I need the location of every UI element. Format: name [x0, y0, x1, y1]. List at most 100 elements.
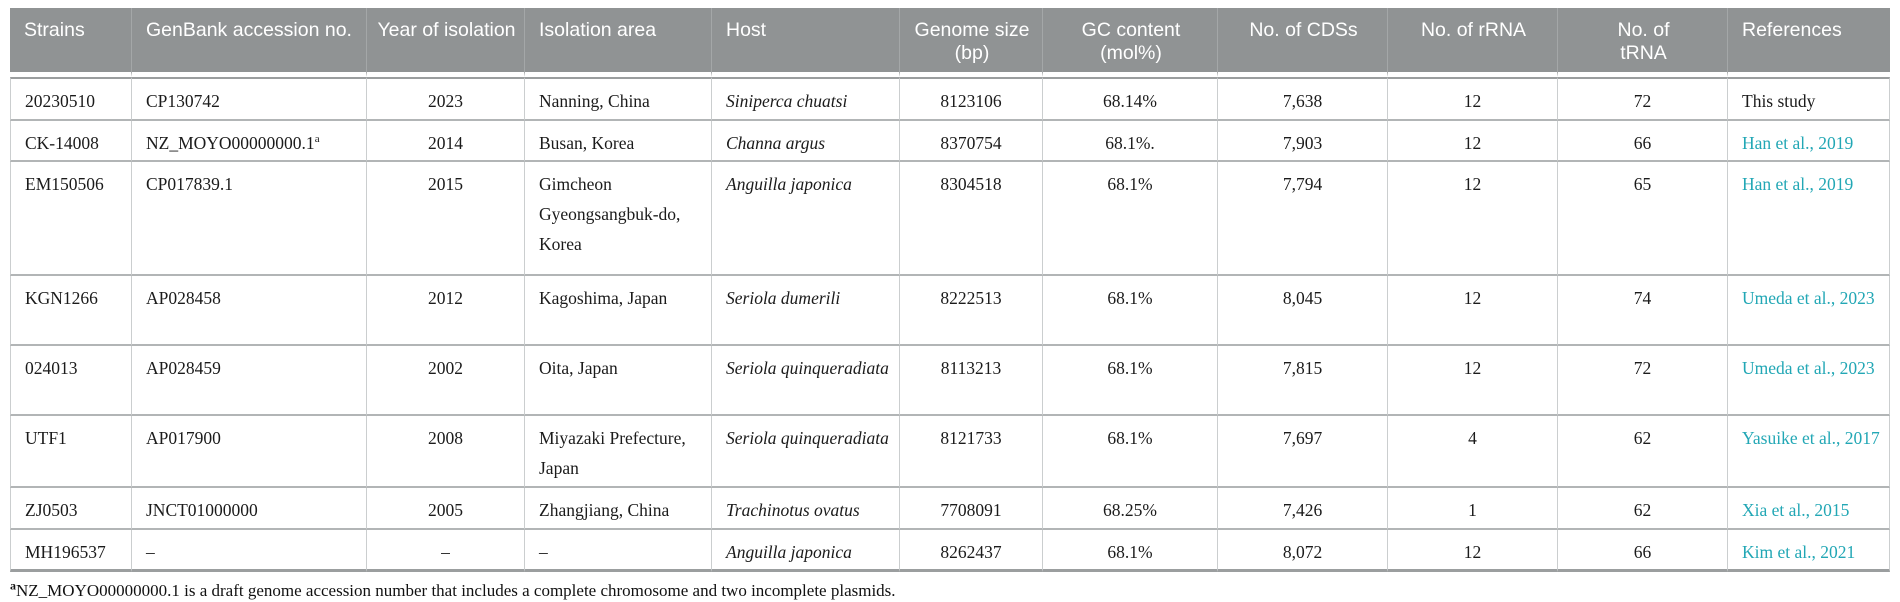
column-header-label: Isolation area — [539, 19, 657, 41]
cell-gc-content: 68.1% — [1043, 162, 1218, 277]
cell-isolation-area: Busan, Korea — [525, 120, 712, 163]
table-header-row: Strains GenBank accession no. Year of isol… — [10, 8, 1890, 77]
cell-isolation-area-value: Kagoshima, Japan — [539, 288, 668, 309]
cell-isolation-area-value: Gimcheon Gyeongsangbuk-do, Korea — [539, 174, 681, 254]
cell-accession: JNCT01000000 — [132, 487, 367, 530]
column-header-label: No. of tRNA — [1617, 19, 1670, 65]
cell-trna-count: 72 — [1558, 76, 1728, 121]
cell-gc-content: 68.1% — [1043, 529, 1218, 573]
cell-cds-count-value: 7,697 — [1282, 428, 1323, 449]
cell-trna-count-value: 62 — [1633, 499, 1652, 520]
cell-gc-content-value: 68.1% — [1107, 288, 1153, 309]
cell-host: Trachinotus ovatus — [712, 487, 900, 530]
cell-year-value: 2005 — [428, 499, 463, 520]
cell-genome-size-value: 8370754 — [940, 132, 1002, 153]
cell-gc-content: 68.1% — [1043, 346, 1218, 417]
reference-link[interactable]: Xia et al., 2015 — [1742, 499, 1850, 520]
cell-year: 2015 — [367, 162, 525, 277]
cell-rrna-count-value: 4 — [1468, 428, 1477, 449]
column-header-label: No. of rRNA — [1420, 19, 1527, 41]
cell-genome-size: 8123106 — [900, 76, 1043, 121]
cell-gc-content: 68.1% — [1043, 276, 1218, 347]
cell-gc-content: 68.14% — [1043, 76, 1218, 121]
cell-year: 2012 — [367, 276, 525, 347]
cell-gc-content-value: 68.14% — [1103, 90, 1157, 111]
cell-isolation-area: Gimcheon Gyeongsangbuk-do, Korea — [525, 162, 712, 277]
cell-host: Anguilla japonica — [712, 529, 900, 573]
column-header-host: Host — [712, 8, 900, 77]
cell-trna-count-value: 74 — [1633, 288, 1652, 309]
cell-genome-size: 8304518 — [900, 162, 1043, 277]
cell-rrna-count-value: 12 — [1463, 358, 1482, 379]
cell-accession-value: – — [146, 541, 155, 562]
column-header-label: GC content (mol%) — [1081, 19, 1181, 65]
cell-strain-value: ZJ0503 — [25, 499, 78, 520]
cell-strain: 20230510 — [10, 76, 132, 121]
column-header-label: Genome size (bp) — [914, 19, 1030, 65]
cell-year: 2002 — [367, 346, 525, 417]
cell-host: Channa argus — [712, 120, 900, 163]
cell-cds-count: 7,903 — [1218, 120, 1388, 163]
cell-year: 2008 — [367, 416, 525, 488]
cell-year: 2023 — [367, 76, 525, 121]
cell-rrna-count-value: 12 — [1463, 132, 1482, 153]
cell-strain: 024013 — [10, 346, 132, 417]
cell-isolation-area: Kagoshima, Japan — [525, 276, 712, 347]
cell-rrna-count-value: 12 — [1463, 541, 1482, 562]
cell-strain: ZJ0503 — [10, 487, 132, 530]
cell-accession-value: CP130742 — [146, 90, 220, 111]
cell-gc-content-value: 68.1% — [1107, 541, 1153, 562]
cell-gc-content: 68.1% — [1043, 416, 1218, 488]
cell-cds-count-value: 8,045 — [1282, 288, 1323, 309]
reference-link[interactable]: Umeda et al., 2023 — [1742, 288, 1875, 309]
cell-gc-content: 68.1%. — [1043, 120, 1218, 163]
cell-isolation-area-value: Miyazaki Prefecture, Japan — [539, 428, 686, 479]
cell-host: Anguilla japonica — [712, 162, 900, 277]
cell-strain-value: MH196537 — [25, 541, 106, 562]
cell-accession-value: AP017900 — [146, 428, 221, 449]
cell-cds-count-value: 7,815 — [1282, 358, 1323, 379]
host-species-name: Seriola quinqueradiata — [726, 428, 889, 449]
cell-trna-count-value: 66 — [1633, 541, 1652, 562]
cell-rrna-count-value: 1 — [1468, 499, 1477, 520]
cell-genome-size: 8370754 — [900, 120, 1043, 163]
cell-trna-count: 62 — [1558, 416, 1728, 488]
cell-strain-value: 024013 — [25, 358, 78, 379]
cell-reference: This study — [1728, 76, 1890, 121]
reference-link[interactable]: Kim et al., 2021 — [1742, 541, 1856, 562]
table-row: 024013 AP028459 2002 Oita, Japan Seriola qui… — [10, 346, 1890, 417]
host-species-name: Seriola quinqueradiata — [726, 358, 889, 379]
cell-strain: UTF1 — [10, 416, 132, 488]
cell-accession: – — [132, 529, 367, 573]
cell-cds-count: 7,638 — [1218, 76, 1388, 121]
reference-link[interactable]: Umeda et al., 2023 — [1742, 358, 1875, 379]
cell-isolation-area-value: Busan, Korea — [539, 132, 635, 153]
cell-cds-count-value: 7,903 — [1282, 132, 1323, 153]
cell-cds-count: 7,697 — [1218, 416, 1388, 488]
cell-strain-value: UTF1 — [25, 428, 67, 449]
cell-rrna-count-value: 12 — [1463, 90, 1482, 111]
cell-strain-value: CK-14008 — [25, 132, 99, 153]
cell-host: Seriola quinqueradiata — [712, 346, 900, 417]
reference-link[interactable]: Han et al., 2019 — [1742, 132, 1854, 153]
cell-trna-count-value: 72 — [1633, 90, 1652, 111]
reference-link[interactable]: Han et al., 2019 — [1742, 174, 1854, 195]
column-header-label: Strains — [24, 19, 85, 41]
column-header-genbank-accession-no: GenBank accession no. — [132, 8, 367, 77]
cell-rrna-count: 12 — [1388, 276, 1558, 347]
cell-cds-count: 7,815 — [1218, 346, 1388, 417]
cell-year-value: 2002 — [428, 358, 463, 379]
table-row: KGN1266 AP028458 2012 Kagoshima, Japan Serio… — [10, 276, 1890, 347]
cell-trna-count-value: 62 — [1633, 428, 1652, 449]
cell-reference: Han et al., 2019 — [1728, 120, 1890, 163]
reference-link[interactable]: Yasuike et al., 2017 — [1742, 428, 1880, 449]
cell-genome-size-value: 8304518 — [940, 174, 1002, 195]
cell-accession-value: NZ_MOYO00000000.1 — [146, 132, 315, 153]
cell-isolation-area: Oita, Japan — [525, 346, 712, 417]
cell-gc-content-value: 68.1% — [1107, 358, 1153, 379]
accession-footnote-marker: a — [314, 132, 320, 145]
cell-trna-count: 72 — [1558, 346, 1728, 417]
cell-year-value: 2008 — [428, 428, 463, 449]
cell-accession: AP028459 — [132, 346, 367, 417]
